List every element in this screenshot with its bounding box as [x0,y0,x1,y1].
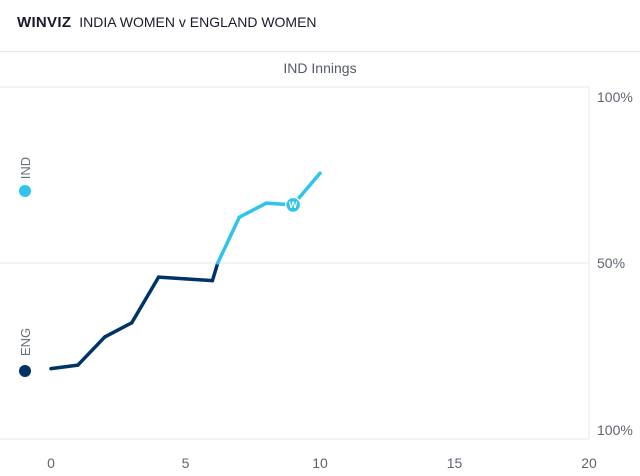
header: WINVIZ INDIA WOMEN v ENGLAND WOMEN [17,14,317,38]
x-tick-label: 5 [182,455,190,471]
win-probability-segment [76,335,107,367]
win-probability-segment [156,275,188,281]
y-tick-bottom: 100% [597,422,633,438]
team-ind-indicator: IND [18,157,33,197]
x-tick-label: 15 [447,455,463,471]
win-probability-segment [183,277,215,283]
series-layer [49,171,322,371]
brand-title: WINVIZ [17,14,72,31]
win-probability-segment [216,215,242,265]
header-divider [0,51,640,52]
win-probability-segment [49,363,80,371]
x-tick-label: 10 [312,455,328,471]
team-eng-label: ENG [18,328,33,356]
win-probability-segment [237,201,268,219]
team-ind-label: IND [18,157,33,179]
team-ind-dot [19,185,31,197]
wicket-marker[interactable]: W [284,196,302,214]
team-eng-dot [19,365,31,377]
wicket-marker-circle [284,196,302,214]
innings-label[interactable]: IND Innings [283,60,357,76]
y-tick-mid: 50% [597,255,625,271]
team-eng-indicator: ENG [18,328,33,377]
wicket-markers: W [284,196,302,214]
x-tick-label: 20 [581,455,597,471]
x-axis-ticks: 0 5 10 15 20 [47,455,597,471]
win-probability-segment [103,321,134,339]
match-title: INDIA WOMEN v ENGLAND WOMEN [79,14,317,30]
x-tick-label: 0 [47,455,55,471]
y-tick-top: 100% [597,89,633,105]
wicket-marker-label: W [289,200,298,210]
win-probability-segment [210,261,220,283]
win-probability-segment [129,275,161,325]
